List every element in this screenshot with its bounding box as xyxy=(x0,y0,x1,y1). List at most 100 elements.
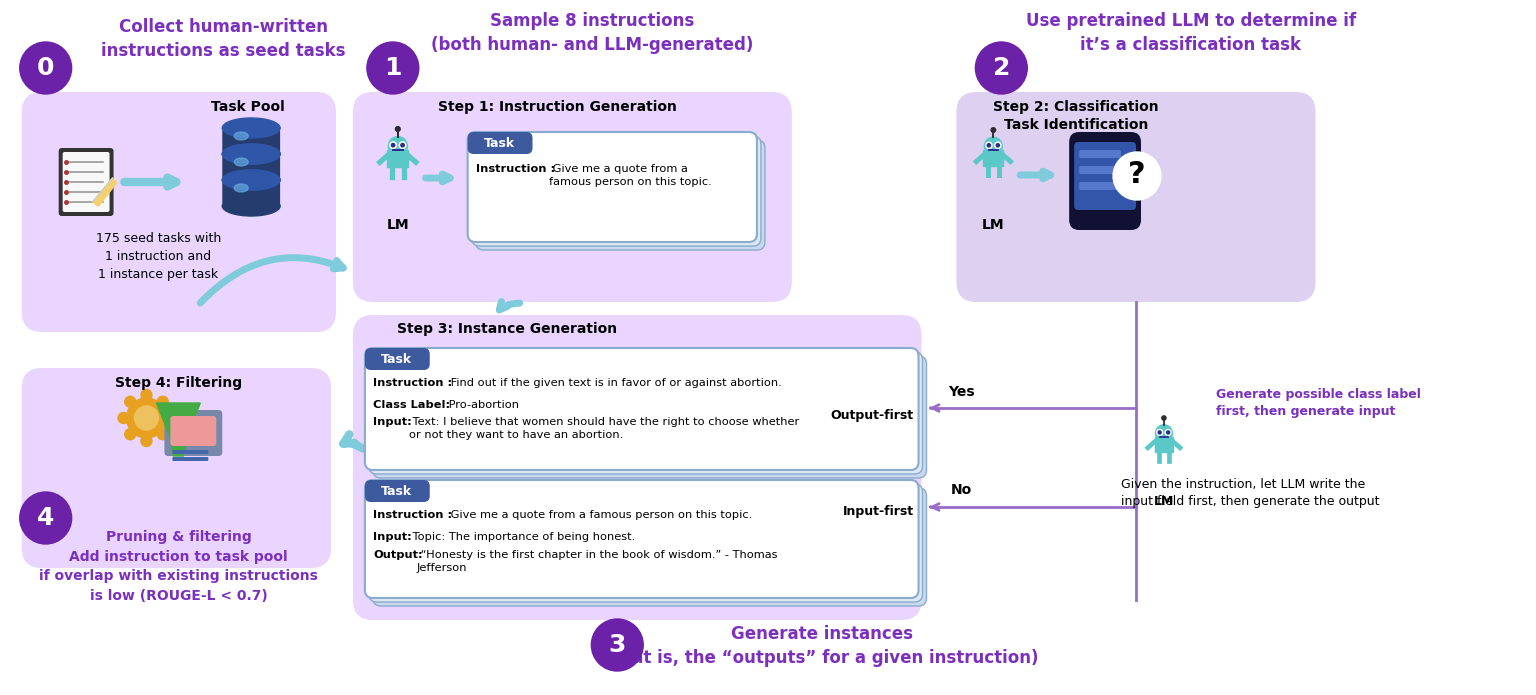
Circle shape xyxy=(991,128,995,132)
Text: 3: 3 xyxy=(608,633,627,657)
Circle shape xyxy=(997,144,1000,147)
Text: 4: 4 xyxy=(37,506,54,530)
FancyBboxPatch shape xyxy=(223,128,280,154)
Circle shape xyxy=(986,142,992,149)
Text: Yes: Yes xyxy=(948,385,975,399)
Ellipse shape xyxy=(233,184,249,192)
FancyBboxPatch shape xyxy=(472,136,760,246)
FancyBboxPatch shape xyxy=(58,148,114,216)
Circle shape xyxy=(1166,430,1170,436)
FancyBboxPatch shape xyxy=(1069,132,1141,230)
FancyBboxPatch shape xyxy=(957,92,1315,302)
Circle shape xyxy=(20,492,72,544)
Ellipse shape xyxy=(223,170,280,190)
FancyBboxPatch shape xyxy=(353,92,793,302)
Text: Instruction :: Instruction : xyxy=(373,510,452,520)
Circle shape xyxy=(367,42,419,94)
FancyBboxPatch shape xyxy=(1080,166,1121,174)
Ellipse shape xyxy=(223,196,280,216)
Text: Pro-abortion: Pro-abortion xyxy=(445,400,519,410)
Text: Given the instruction, let LLM write the
input field first, then generate the ou: Given the instruction, let LLM write the… xyxy=(1121,478,1379,508)
Circle shape xyxy=(20,42,72,94)
FancyBboxPatch shape xyxy=(366,348,919,470)
Circle shape xyxy=(118,413,129,423)
Text: Output-first: Output-first xyxy=(831,409,914,421)
Bar xyxy=(387,150,409,167)
Polygon shape xyxy=(92,178,117,206)
Text: Step 4: Filtering: Step 4: Filtering xyxy=(115,376,243,390)
Text: Generate possible class label
first, then generate input: Generate possible class label first, the… xyxy=(1217,388,1421,418)
Circle shape xyxy=(591,619,644,671)
Text: Task: Task xyxy=(484,136,515,149)
Text: Pruning & filtering
Add instruction to task pool
if overlap with existing instru: Pruning & filtering Add instruction to t… xyxy=(38,530,318,603)
Ellipse shape xyxy=(233,158,249,166)
Ellipse shape xyxy=(223,170,280,190)
FancyBboxPatch shape xyxy=(1080,150,1121,158)
Circle shape xyxy=(124,429,135,440)
Text: ?: ? xyxy=(1127,159,1146,188)
Text: LM: LM xyxy=(982,218,1005,232)
Text: Input:: Input: xyxy=(373,417,412,427)
Circle shape xyxy=(164,413,175,423)
FancyBboxPatch shape xyxy=(373,488,926,606)
FancyBboxPatch shape xyxy=(172,450,209,454)
Ellipse shape xyxy=(223,118,280,138)
Circle shape xyxy=(1161,416,1166,420)
Text: Class Label:: Class Label: xyxy=(373,400,450,410)
FancyBboxPatch shape xyxy=(22,368,330,568)
Text: Sample 8 instructions
(both human- and LLM-generated): Sample 8 instructions (both human- and L… xyxy=(432,12,754,54)
Bar xyxy=(983,150,1003,166)
Circle shape xyxy=(392,143,395,147)
Text: Task Pool: Task Pool xyxy=(212,100,286,114)
Text: 2: 2 xyxy=(992,56,1011,80)
Text: LM: LM xyxy=(1154,495,1174,508)
Circle shape xyxy=(389,137,407,156)
Circle shape xyxy=(395,126,401,131)
Circle shape xyxy=(985,137,1003,155)
Text: Input:: Input: xyxy=(373,532,412,542)
FancyBboxPatch shape xyxy=(1074,142,1137,210)
Text: Instruction :: Instruction : xyxy=(373,378,452,388)
FancyBboxPatch shape xyxy=(373,356,926,478)
Text: Instruction :: Instruction : xyxy=(476,164,554,174)
Text: 0: 0 xyxy=(37,56,54,80)
Text: Step 2: Classification
Task Identification: Step 2: Classification Task Identificati… xyxy=(994,100,1160,133)
Text: LM: LM xyxy=(387,218,409,232)
Text: Topic: The importance of being honest.: Topic: The importance of being honest. xyxy=(409,532,634,542)
Circle shape xyxy=(1157,430,1163,436)
FancyBboxPatch shape xyxy=(223,180,280,206)
Text: “Honesty is the first chapter in the book of wisdom.” - Thomas
Jefferson: “Honesty is the first chapter in the boo… xyxy=(416,550,777,573)
FancyBboxPatch shape xyxy=(369,352,923,474)
Text: Text: I believe that women should have the right to choose whether
or not they w: Text: I believe that women should have t… xyxy=(409,417,799,440)
FancyBboxPatch shape xyxy=(223,154,280,180)
Circle shape xyxy=(157,396,167,407)
Polygon shape xyxy=(157,403,200,438)
Text: No: No xyxy=(951,483,972,497)
Text: Give me a quote from a famous person on this topic.: Give me a quote from a famous person on … xyxy=(447,510,753,520)
Circle shape xyxy=(1155,425,1172,442)
FancyBboxPatch shape xyxy=(353,315,922,620)
Text: Generate instances
(that is, the “outputs” for a given instruction): Generate instances (that is, the “output… xyxy=(605,625,1038,667)
Bar xyxy=(1155,436,1174,452)
Text: Step 3: Instance Generation: Step 3: Instance Generation xyxy=(398,322,617,336)
Circle shape xyxy=(157,429,167,440)
Circle shape xyxy=(1167,431,1170,434)
FancyBboxPatch shape xyxy=(467,132,533,154)
FancyBboxPatch shape xyxy=(22,92,336,332)
Circle shape xyxy=(141,389,152,400)
Text: Output:: Output: xyxy=(373,550,422,560)
Text: 175 seed tasks with
1 instruction and
1 instance per task: 175 seed tasks with 1 instruction and 1 … xyxy=(95,232,221,281)
Ellipse shape xyxy=(223,144,280,164)
FancyBboxPatch shape xyxy=(369,484,923,602)
Ellipse shape xyxy=(223,144,280,164)
Text: 1: 1 xyxy=(384,56,401,80)
Text: Input-first: Input-first xyxy=(842,505,914,518)
Circle shape xyxy=(135,406,158,430)
Text: Find out if the given text is in favor of or against abortion.: Find out if the given text is in favor o… xyxy=(447,378,782,388)
Text: Task: Task xyxy=(381,484,412,498)
FancyBboxPatch shape xyxy=(366,348,430,370)
FancyBboxPatch shape xyxy=(1080,182,1121,190)
Text: Task: Task xyxy=(381,352,412,366)
Circle shape xyxy=(975,42,1028,94)
Text: Step 1: Instruction Generation: Step 1: Instruction Generation xyxy=(438,100,677,114)
